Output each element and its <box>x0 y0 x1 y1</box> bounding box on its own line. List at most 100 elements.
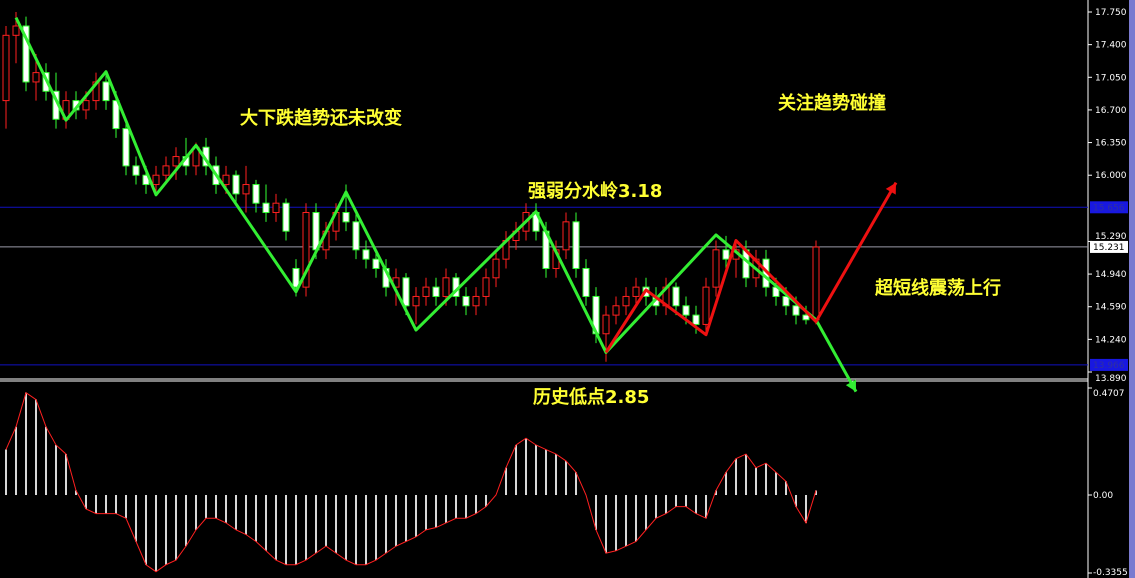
price-tick-label: 14.240 <box>1095 335 1127 345</box>
candle <box>92 72 100 110</box>
candle <box>152 165 160 194</box>
candle-body <box>462 295 470 307</box>
candle-body <box>22 25 30 83</box>
candle-body <box>472 295 480 307</box>
lower-level-label: 13.966 <box>1093 361 1125 371</box>
candle-body <box>802 314 810 321</box>
zigzag-red-arrowhead <box>885 182 896 195</box>
candle <box>132 156 140 185</box>
candle-body <box>362 249 370 260</box>
annotation-watershed: 强弱分水岭3.18 <box>528 181 663 202</box>
candle <box>482 268 490 306</box>
zigzag-red <box>604 181 898 354</box>
candle <box>532 203 540 241</box>
upper-level-label: 15.656 <box>1093 203 1125 213</box>
candle-body <box>132 165 140 176</box>
candle <box>242 165 250 213</box>
candle-body <box>292 267 300 288</box>
candle <box>62 91 70 129</box>
candle-body <box>442 277 450 297</box>
candle-body <box>252 184 260 204</box>
candle-body <box>162 165 170 176</box>
candle-body <box>482 277 490 297</box>
price-tick-label: 14.590 <box>1095 303 1127 313</box>
candle-body <box>702 286 710 325</box>
candle <box>422 277 430 306</box>
candle <box>252 179 260 213</box>
candle-body <box>492 258 500 279</box>
candle-body <box>122 128 130 167</box>
candle <box>462 287 470 316</box>
price-tick-label: 14.940 <box>1095 270 1127 280</box>
indicator-tick-label: -0.3355 <box>1093 568 1128 578</box>
candle <box>472 287 480 316</box>
zigzag-green-arrowhead <box>845 379 856 392</box>
candle-body <box>572 221 580 269</box>
annotation-downtrend: 大下跌趋势还未改变 <box>240 108 402 129</box>
signal-line <box>5 391 817 573</box>
price-tick-label: 17.750 <box>1095 8 1127 18</box>
annotation-historic-low: 历史低点2.85 <box>533 387 650 408</box>
candle <box>272 193 280 222</box>
candle <box>432 277 440 306</box>
candle-body <box>612 305 620 316</box>
candle <box>502 231 510 269</box>
candle-body <box>432 286 440 297</box>
price-tick-label: 13.890 <box>1095 374 1127 384</box>
candle-body <box>232 174 240 195</box>
candle <box>22 16 30 92</box>
candle <box>282 198 290 241</box>
candle <box>2 25 10 129</box>
candle-body <box>12 25 20 36</box>
candle <box>102 72 110 110</box>
candle-body <box>812 246 820 321</box>
candle-body <box>402 277 410 307</box>
candle-body <box>282 202 290 232</box>
candle <box>812 240 820 325</box>
annotation-short-term-up: 超短线震荡上行 <box>875 278 1001 299</box>
candle <box>162 156 170 185</box>
candle-body <box>242 184 250 195</box>
candle-body <box>412 295 420 307</box>
candle-body <box>602 314 610 335</box>
candle-body <box>582 267 590 297</box>
candle-body <box>82 100 90 111</box>
candle <box>262 184 270 222</box>
candle-body <box>722 249 730 260</box>
candle-body <box>622 295 630 307</box>
upper-level-label-bg <box>1090 201 1128 214</box>
candle-body <box>172 156 180 167</box>
candle-body <box>562 221 570 251</box>
candle <box>662 277 670 316</box>
candle <box>492 249 500 288</box>
candle-body <box>302 212 310 288</box>
zigzag-green <box>14 16 858 393</box>
candle <box>572 212 580 278</box>
scrollbar <box>1129 0 1135 578</box>
candle-body <box>262 202 270 214</box>
candle-body <box>632 286 640 297</box>
price-tick-label: 16.000 <box>1095 171 1127 181</box>
candle <box>712 240 720 297</box>
candle-body <box>272 202 280 214</box>
indicator-tick-label: 0.00 <box>1093 491 1113 501</box>
candle <box>122 119 130 176</box>
price-tick-label: 15.290 <box>1095 232 1127 242</box>
candle-body <box>32 72 40 83</box>
candle-body <box>372 258 380 269</box>
price-tick-label: 17.400 <box>1095 41 1127 51</box>
candle <box>582 259 590 306</box>
candle <box>412 287 420 325</box>
candle <box>612 296 620 325</box>
lower-level-label-bg <box>1090 358 1128 371</box>
candle <box>232 170 240 204</box>
current-price-label-bg <box>1090 240 1128 253</box>
candle <box>512 221 520 250</box>
candle <box>362 240 370 269</box>
candle-body <box>422 286 430 297</box>
candle-body <box>682 305 690 316</box>
candle-body <box>102 81 110 102</box>
candle <box>622 287 630 316</box>
candle-body <box>692 314 700 325</box>
